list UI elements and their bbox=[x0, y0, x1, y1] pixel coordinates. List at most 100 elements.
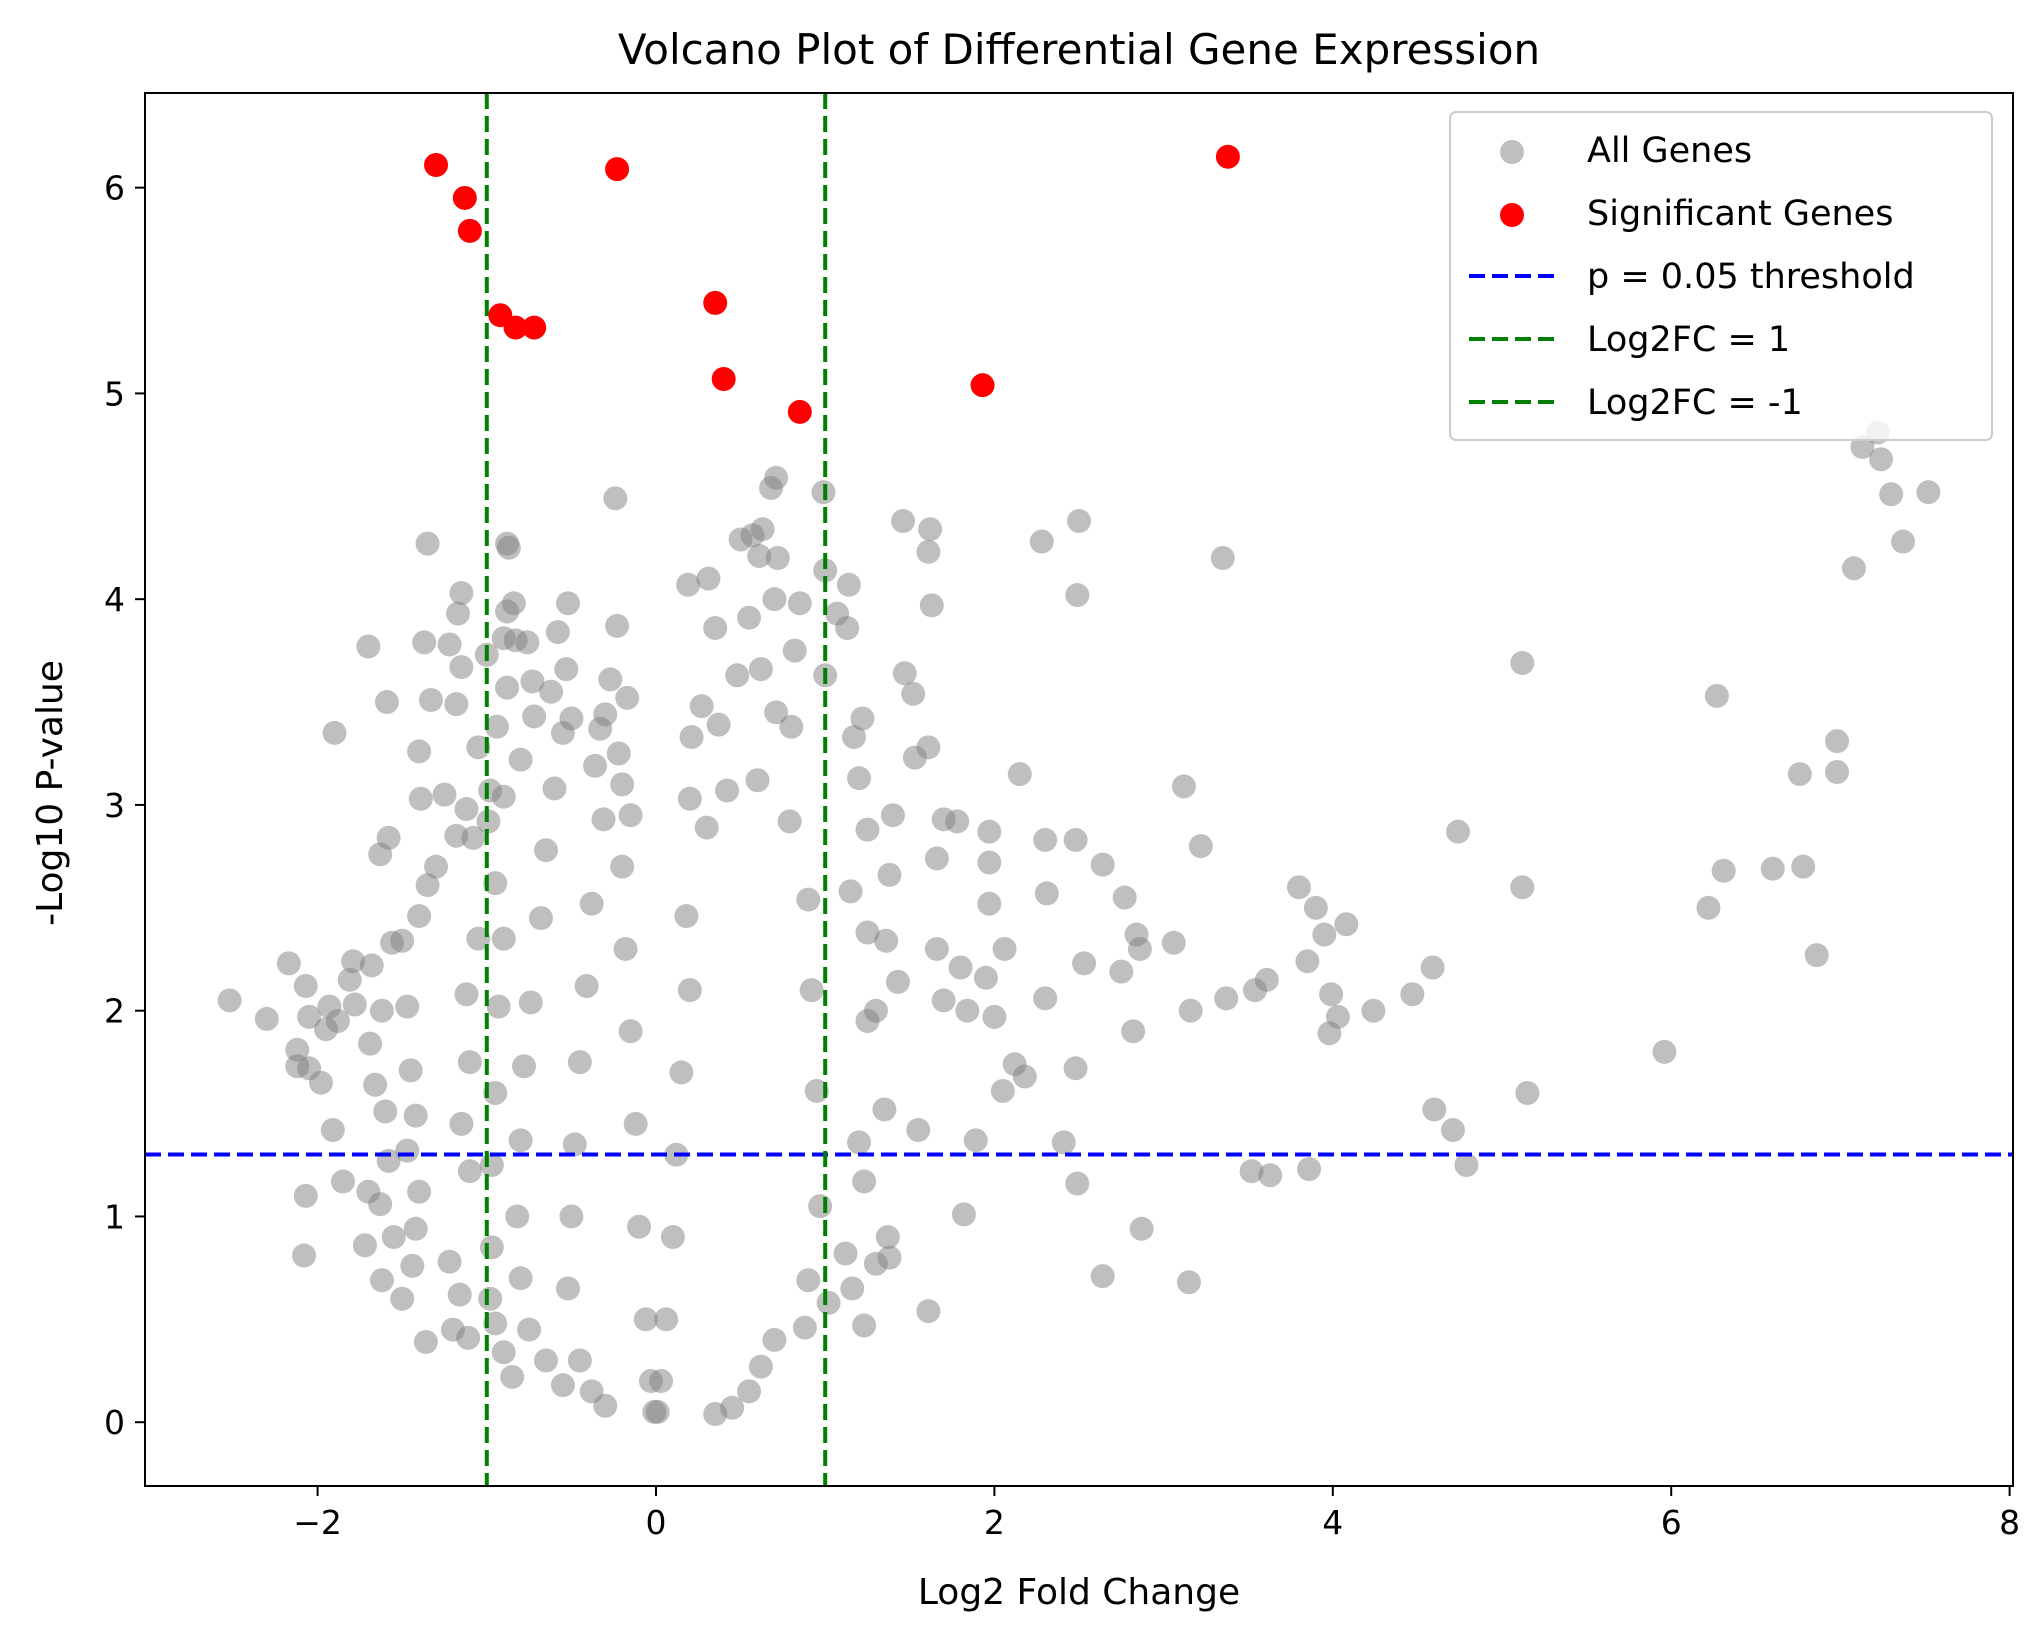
all-genes-point bbox=[891, 508, 916, 533]
all-genes-point bbox=[728, 527, 753, 552]
all-genes-point bbox=[918, 517, 943, 542]
all-genes-point bbox=[725, 663, 750, 688]
all-genes-point bbox=[1178, 998, 1203, 1023]
all-genes-point bbox=[787, 591, 812, 616]
all-genes-point bbox=[368, 842, 393, 867]
all-genes-point bbox=[847, 766, 872, 791]
all-genes-point bbox=[796, 887, 821, 912]
all-genes-point bbox=[804, 1078, 829, 1103]
all-genes-point bbox=[505, 1204, 530, 1229]
all-genes-point bbox=[764, 700, 789, 725]
all-genes-point bbox=[605, 613, 630, 638]
all-genes-point bbox=[444, 823, 469, 848]
all-genes-point bbox=[973, 965, 998, 990]
all-genes-point bbox=[1067, 508, 1091, 533]
all-genes-point bbox=[412, 630, 437, 655]
all-genes-point bbox=[495, 531, 520, 556]
all-genes-point bbox=[623, 1111, 648, 1136]
all-genes-point bbox=[373, 1099, 398, 1124]
all-genes-point bbox=[1029, 529, 1054, 554]
all-genes-point bbox=[627, 1214, 652, 1239]
all-genes-point bbox=[369, 1268, 394, 1293]
all-genes-point bbox=[1916, 480, 1941, 505]
all-genes-point bbox=[437, 1249, 462, 1274]
y-tick-label: 1 bbox=[104, 1197, 125, 1236]
all-genes-point bbox=[1787, 762, 1812, 787]
y-tick-label: 5 bbox=[104, 374, 125, 413]
all-genes-point bbox=[916, 539, 941, 564]
all-genes-point bbox=[1303, 895, 1328, 920]
all-genes-point bbox=[748, 1354, 773, 1379]
all-genes-point bbox=[479, 1235, 504, 1260]
all-genes-point bbox=[369, 998, 394, 1023]
all-genes-point bbox=[1063, 827, 1088, 852]
all-genes-point bbox=[539, 679, 564, 704]
all-genes-point bbox=[1033, 827, 1058, 852]
all-genes-point bbox=[796, 1268, 821, 1293]
all-genes-point bbox=[342, 992, 367, 1017]
all-genes-point bbox=[479, 1153, 504, 1178]
all-genes-point bbox=[520, 669, 545, 694]
all-genes-point bbox=[1891, 529, 1916, 554]
all-genes-point bbox=[841, 725, 866, 750]
all-genes-point bbox=[1515, 1080, 1540, 1105]
all-genes-point bbox=[418, 687, 443, 712]
all-genes-point bbox=[408, 786, 433, 811]
all-genes-point bbox=[415, 531, 440, 556]
all-genes-point bbox=[847, 1130, 872, 1155]
all-genes-point bbox=[799, 978, 824, 1003]
all-genes-point bbox=[1696, 895, 1721, 920]
all-genes-point bbox=[484, 714, 509, 739]
all-genes-point bbox=[554, 657, 579, 682]
all-genes-point bbox=[217, 988, 242, 1013]
all-genes-point bbox=[603, 486, 628, 511]
all-genes-point bbox=[292, 1243, 317, 1268]
all-genes-point bbox=[483, 1080, 508, 1105]
all-genes-point bbox=[674, 904, 699, 929]
all-genes-point bbox=[813, 558, 838, 583]
all-genes-point bbox=[872, 1097, 897, 1122]
all-genes-point bbox=[1121, 1019, 1146, 1044]
all-genes-point bbox=[1361, 998, 1386, 1023]
all-genes-point bbox=[836, 572, 861, 597]
x-tick-label: 6 bbox=[1661, 1503, 1682, 1542]
plot-frame bbox=[144, 92, 2014, 1487]
all-genes-point bbox=[1510, 650, 1535, 675]
all-genes-point bbox=[534, 1348, 559, 1373]
x-tick-label: 2 bbox=[984, 1503, 1005, 1542]
all-genes-point bbox=[1420, 955, 1445, 980]
all-genes-point bbox=[352, 1233, 377, 1258]
all-genes-point bbox=[762, 1327, 787, 1352]
significant-gene-point bbox=[424, 153, 449, 178]
y-axis-label: -Log10 P-value bbox=[30, 660, 71, 926]
x-axis-label: Log2 Fold Change bbox=[918, 1572, 1240, 1613]
all-genes-point bbox=[1007, 762, 1032, 787]
all-genes-point bbox=[1258, 1163, 1283, 1188]
all-genes-point bbox=[534, 838, 559, 863]
all-genes-point bbox=[403, 1216, 428, 1241]
all-genes-point bbox=[613, 936, 638, 961]
all-genes-point bbox=[518, 990, 543, 1015]
all-genes-point bbox=[457, 1050, 482, 1075]
legend-marker bbox=[1500, 140, 1524, 164]
all-genes-point bbox=[1841, 556, 1866, 581]
all-genes-point bbox=[1317, 1021, 1342, 1046]
all-genes-point bbox=[850, 706, 875, 731]
all-genes-point bbox=[977, 850, 1002, 875]
x-axis-ticks: −2 0 2 4 6 8 bbox=[293, 1486, 2020, 1542]
all-genes-point bbox=[855, 920, 880, 945]
all-genes-point bbox=[1711, 858, 1736, 883]
y-tick-label: 4 bbox=[104, 580, 125, 619]
all-genes-point bbox=[444, 692, 469, 717]
all-genes-point bbox=[593, 1393, 618, 1418]
all-genes-point bbox=[359, 953, 384, 978]
all-genes-point bbox=[1825, 760, 1850, 785]
all-genes-point bbox=[840, 1276, 865, 1301]
all-genes-point bbox=[1510, 875, 1535, 900]
all-genes-point bbox=[515, 630, 540, 655]
all-genes-point bbox=[1033, 986, 1058, 1011]
all-genes-point bbox=[838, 879, 863, 904]
all-genes-point bbox=[297, 1004, 322, 1029]
all-genes-point bbox=[550, 1373, 575, 1398]
all-genes-point bbox=[395, 1138, 420, 1163]
